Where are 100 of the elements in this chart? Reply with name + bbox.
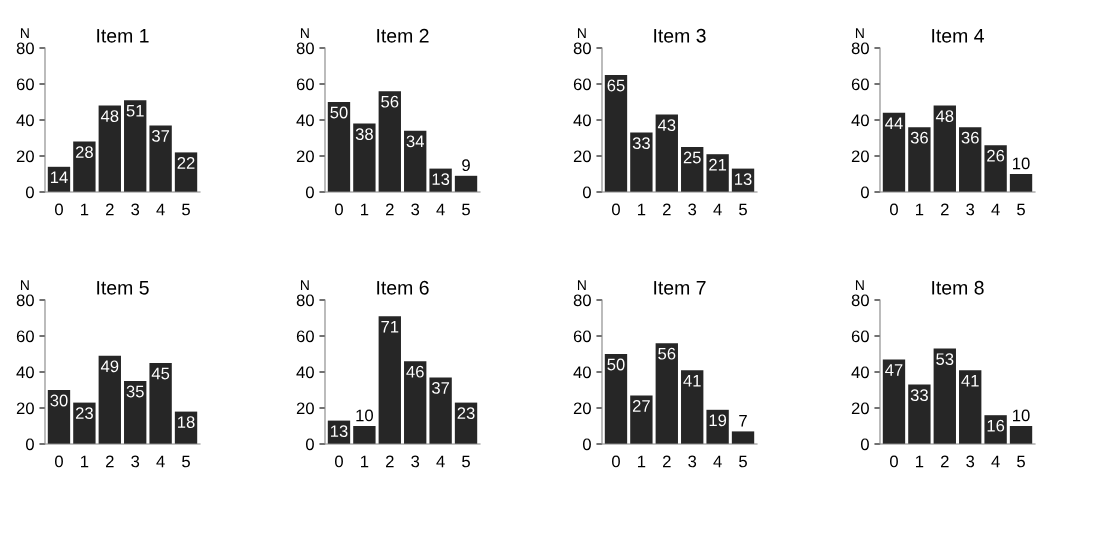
y-tick-label: 80 bbox=[573, 42, 591, 55]
data-label: 33 bbox=[910, 389, 928, 402]
data-label: 71 bbox=[381, 320, 399, 333]
x-tick-label: 2 bbox=[386, 455, 394, 468]
data-label: 56 bbox=[658, 347, 676, 360]
bar bbox=[378, 316, 401, 444]
x-tick-label: 4 bbox=[991, 455, 1000, 468]
y-tick-label: 80 bbox=[851, 294, 869, 307]
x-tick-label: 4 bbox=[436, 455, 445, 468]
bar bbox=[353, 123, 376, 192]
x-tick-label: 1 bbox=[638, 203, 646, 216]
bar bbox=[655, 114, 678, 192]
data-label: 22 bbox=[177, 157, 195, 169]
data-label: 47 bbox=[885, 364, 903, 376]
bar bbox=[327, 102, 351, 192]
bar bbox=[933, 105, 956, 192]
y-tick-label: 0 bbox=[305, 186, 314, 199]
y-tick-label: 0 bbox=[582, 186, 591, 199]
y-tick-label: 60 bbox=[573, 330, 591, 343]
data-label: 33 bbox=[632, 137, 650, 150]
chart-title: Item 5 bbox=[97, 281, 149, 295]
x-tick-label: 0 bbox=[889, 455, 898, 468]
y-tick-label: 60 bbox=[296, 330, 314, 343]
bar bbox=[706, 154, 729, 192]
data-label: 13 bbox=[432, 173, 450, 186]
y-tick-label: 0 bbox=[305, 438, 314, 451]
bar bbox=[98, 355, 121, 444]
data-label: 7 bbox=[739, 415, 747, 427]
y-tick-label: 20 bbox=[851, 402, 869, 415]
data-label: 65 bbox=[607, 79, 625, 92]
x-tick-label: 5 bbox=[182, 203, 190, 216]
y-tick-label: 20 bbox=[16, 150, 34, 163]
x-tick-label: 2 bbox=[663, 455, 671, 468]
x-tick-label: 0 bbox=[889, 203, 898, 216]
y-tick-label: 0 bbox=[582, 438, 591, 451]
data-label: 23 bbox=[75, 407, 93, 420]
bar bbox=[731, 431, 755, 444]
y-tick-label: 40 bbox=[573, 366, 591, 379]
x-tick-label: 1 bbox=[81, 203, 89, 216]
x-tick-label: 4 bbox=[436, 203, 445, 216]
bar bbox=[454, 175, 478, 192]
x-tick-label: 5 bbox=[1017, 203, 1025, 216]
y-axis-title: N bbox=[300, 280, 309, 290]
x-tick-label: 4 bbox=[156, 455, 165, 468]
y-tick-label: 0 bbox=[860, 438, 869, 451]
x-tick-label: 1 bbox=[638, 455, 646, 468]
x-tick-label: 2 bbox=[941, 455, 949, 468]
data-label: 44 bbox=[885, 117, 903, 130]
x-tick-label: 3 bbox=[966, 455, 975, 468]
x-tick-label: 4 bbox=[713, 203, 722, 216]
data-label: 30 bbox=[50, 394, 68, 407]
bar bbox=[604, 75, 628, 192]
y-tick-label: 80 bbox=[851, 42, 869, 55]
x-tick-label: 1 bbox=[916, 203, 924, 216]
bar bbox=[378, 91, 401, 192]
bar bbox=[882, 359, 906, 444]
y-tick-label: 20 bbox=[16, 402, 34, 415]
data-label: 56 bbox=[381, 95, 399, 108]
x-tick-label: 0 bbox=[611, 203, 620, 216]
chart-title: Item 2 bbox=[377, 28, 429, 43]
y-tick-label: 40 bbox=[16, 366, 34, 379]
y-tick-label: 80 bbox=[16, 42, 34, 55]
x-tick-label: 5 bbox=[1017, 455, 1025, 468]
y-tick-label: 60 bbox=[16, 330, 34, 343]
x-tick-label: 0 bbox=[334, 455, 343, 468]
bar bbox=[47, 390, 71, 444]
x-tick-label: 5 bbox=[739, 203, 747, 216]
y-tick-label: 60 bbox=[851, 330, 869, 343]
x-tick-label: 4 bbox=[713, 455, 722, 468]
y-tick-label: 60 bbox=[296, 78, 314, 91]
y-axis-title: N bbox=[855, 28, 864, 38]
bar bbox=[908, 384, 931, 444]
bar bbox=[908, 127, 931, 192]
bar bbox=[98, 105, 121, 192]
x-tick-label: 1 bbox=[361, 203, 369, 216]
bar bbox=[404, 361, 427, 444]
y-tick-label: 20 bbox=[296, 150, 314, 163]
bar bbox=[149, 125, 172, 192]
data-label: 41 bbox=[683, 374, 701, 387]
data-label: 25 bbox=[683, 151, 701, 164]
data-label: 10 bbox=[1013, 157, 1030, 170]
x-tick-label: 4 bbox=[991, 203, 1000, 216]
chart-title: Item 6 bbox=[377, 280, 429, 295]
data-label: 50 bbox=[607, 358, 625, 371]
chart-title: Item 8 bbox=[932, 280, 984, 295]
bar bbox=[882, 112, 906, 192]
data-label: 27 bbox=[632, 400, 650, 412]
bar bbox=[681, 370, 704, 444]
y-tick-label: 20 bbox=[851, 150, 869, 163]
bar bbox=[1009, 426, 1033, 444]
data-label: 37 bbox=[431, 382, 450, 394]
y-axis-title: N bbox=[577, 28, 586, 38]
y-tick-label: 40 bbox=[851, 366, 869, 379]
data-label: 10 bbox=[356, 409, 373, 422]
y-axis-title: N bbox=[577, 280, 586, 290]
y-tick-label: 60 bbox=[16, 78, 34, 91]
x-tick-label: 0 bbox=[611, 455, 620, 468]
data-label: 53 bbox=[936, 353, 954, 366]
data-label: 41 bbox=[961, 374, 979, 387]
y-tick-label: 80 bbox=[16, 294, 34, 307]
